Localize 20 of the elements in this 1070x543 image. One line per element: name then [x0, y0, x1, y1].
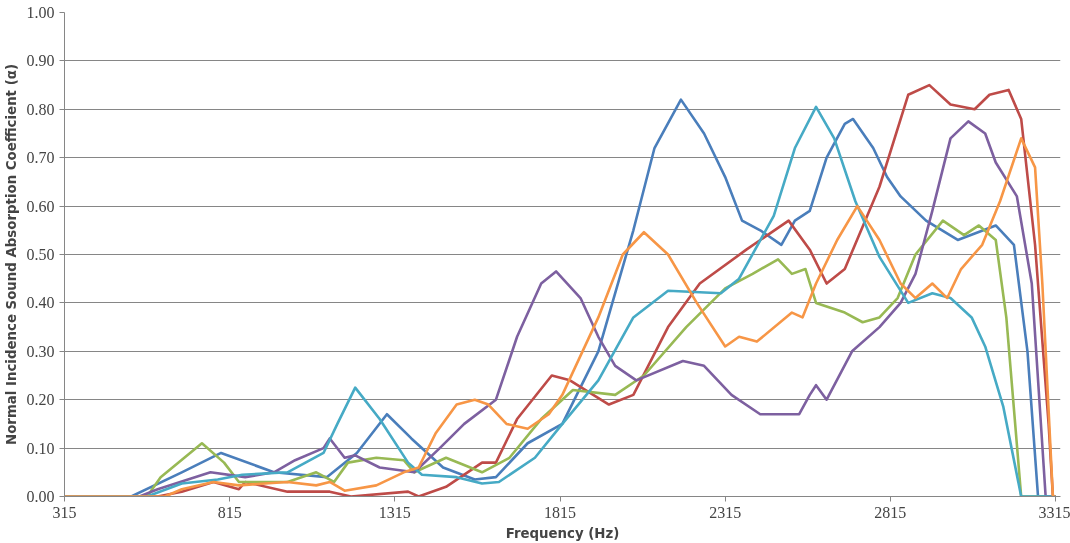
y-tick-label: 0.00	[26, 488, 55, 505]
y-tick-label: 0.60	[26, 197, 55, 215]
x-axis-title: Frequency (Hz)	[505, 525, 620, 541]
y-tick-label: 0.20	[26, 391, 55, 409]
y-axis-title: Normal Incidence Sound Absorption Coefficient (α)	[3, 64, 19, 445]
x-tick-label: 815	[217, 503, 242, 521]
y-tick-label: 0.10	[26, 439, 55, 457]
x-tick-label: 3315	[1038, 503, 1070, 521]
x-tick-label: 2815	[874, 503, 907, 521]
y-tick-label: 0.90	[26, 52, 55, 70]
x-tick-label: 2315	[709, 503, 742, 521]
x-tick-label: 315	[52, 503, 77, 521]
x-tick-label: 1815	[544, 503, 577, 521]
y-tick-label: 0.80	[26, 100, 55, 118]
y-tick-label: 0.40	[26, 294, 55, 312]
x-tick-label: 1315	[378, 503, 411, 521]
y-tick-label: 1.00	[26, 4, 55, 21]
y-tick-label: 0.50	[26, 246, 55, 263]
y-tick-label: 0.70	[26, 149, 55, 167]
y-tick-label: 0.30	[26, 342, 55, 360]
